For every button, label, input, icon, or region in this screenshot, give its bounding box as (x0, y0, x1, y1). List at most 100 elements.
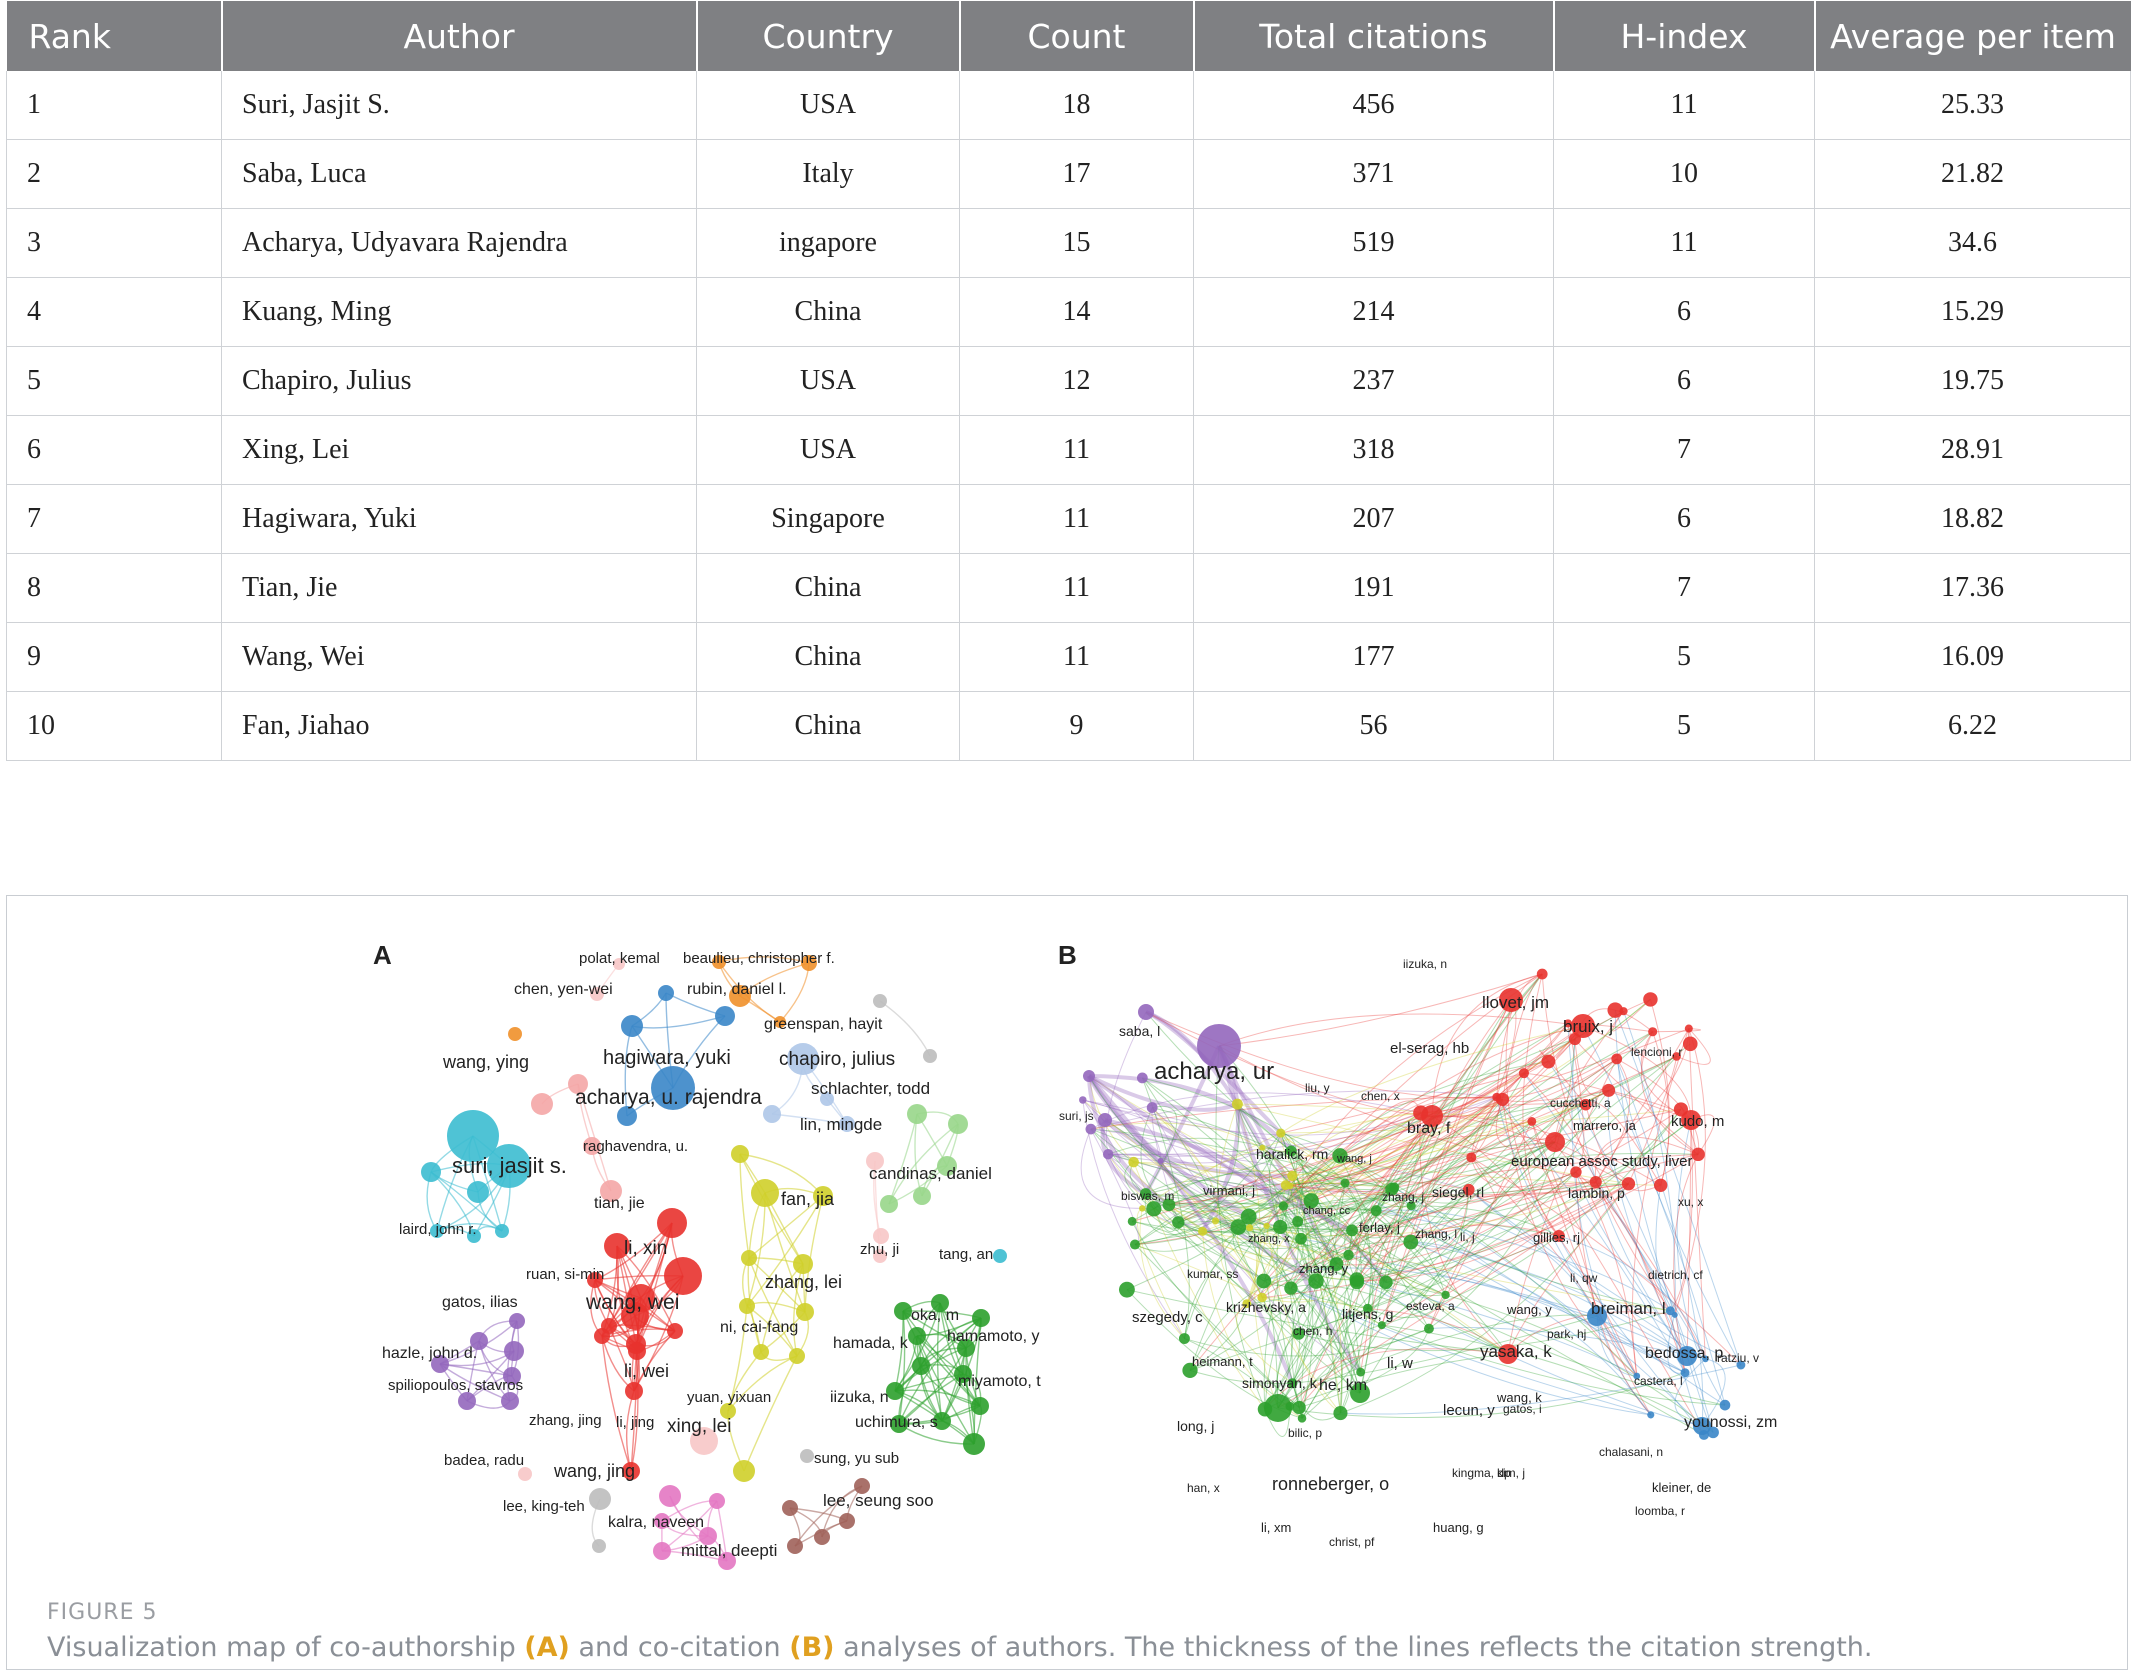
cell-average: 25.33 (1814, 71, 2131, 140)
network-b-link (1291, 1175, 1341, 1414)
network-a-label: chapiro, julius (779, 1049, 895, 1070)
cell-author: Acharya, Udyavara Rajendra (221, 208, 697, 278)
network-a-node (774, 1016, 786, 1028)
network-b-link (1108, 1137, 1346, 1184)
network-b-link (1290, 1284, 1509, 1355)
network-b-link (1348, 973, 1543, 1256)
network-a-label: li, xin (624, 1238, 667, 1259)
network-a-node (625, 1382, 643, 1400)
network-b-link (1315, 1280, 1447, 1319)
network-b-link (1290, 1287, 1651, 1416)
network-a-node (613, 958, 625, 970)
network-a-node (654, 1513, 670, 1529)
network-b-link (1344, 1097, 1503, 1184)
network-b-link (1676, 1028, 1711, 1065)
network-b-link (1280, 1133, 1353, 1231)
network-b-node (1570, 1166, 1582, 1178)
network-b-node (1297, 1414, 1307, 1423)
network-b-link (1420, 1103, 1586, 1114)
network-b-link (1215, 1045, 1266, 1410)
network-b-link (1431, 1058, 1618, 1117)
header-author: Author (221, 1, 698, 71)
network-b-link (1289, 1353, 1509, 1407)
network-b-label: gatos, i (1503, 1402, 1542, 1416)
network-b-link (1088, 1075, 1291, 1187)
network-b-link (1410, 1241, 1652, 1416)
network-b-link (1262, 1183, 1629, 1299)
network-b-node (1462, 1183, 1475, 1196)
network-b-link (1356, 1224, 1560, 1283)
network-a-label: hamada, k (833, 1335, 909, 1352)
network-b-link (1375, 1038, 1576, 1211)
network-b-link (1595, 1028, 1690, 1183)
network-b-link (1248, 1216, 1279, 1409)
network-b-link (1291, 1189, 1470, 1384)
network-b-link (1575, 1171, 1706, 1360)
network-a-label: chen, yen-wei (514, 981, 613, 998)
network-b-link (1160, 1160, 1361, 1373)
network-b-link (1558, 1235, 1705, 1436)
network-b-link (1297, 1205, 1560, 1237)
network-b-link (1385, 1109, 1682, 1283)
cell-rank: 6 (6, 415, 222, 485)
cell-country: ingapore (696, 208, 960, 278)
network-b-link (1160, 1160, 1284, 1207)
cell-country: China (696, 622, 960, 692)
network-b-node (1292, 1400, 1306, 1415)
network-b-link (1547, 1061, 1714, 1433)
network-b-link (1375, 1189, 1402, 1217)
network-b-link (1523, 1072, 1686, 1373)
network-a-label: laird, john r. (399, 1221, 477, 1238)
network-b-node (1621, 1177, 1636, 1191)
network-b-link (1594, 1136, 1699, 1183)
network-b-link (1266, 1225, 1341, 1414)
network-b-link (1385, 1156, 1472, 1283)
network-b-link (1277, 1183, 1629, 1409)
network-b-link (1339, 1155, 1638, 1377)
network-a-node (873, 1249, 887, 1263)
network-b-link (1104, 1119, 1361, 1394)
network-b-link (1348, 1254, 1726, 1406)
network-b-link (1090, 1092, 1421, 1130)
network-a-node (873, 994, 887, 1008)
network-b-link (1248, 1216, 1294, 1409)
network-b-link (1468, 1157, 1497, 1204)
cell-author: Saba, Luca (221, 139, 697, 209)
network-b-link (1410, 1072, 1525, 1207)
table-row: 2 Saba, Luca Italy 17 371 10 21.82 (6, 139, 2131, 209)
table-header-row: Rank Author Country Count Total citation… (6, 1, 2131, 71)
network-b-link (1376, 1141, 1556, 1212)
network-a-node (712, 955, 726, 969)
cell-average: 18.82 (1814, 484, 2131, 554)
network-b-node (1257, 1401, 1273, 1417)
network-a-link (898, 1317, 982, 1425)
network-b-link (1289, 1141, 1556, 1407)
header-country: Country (696, 1, 961, 71)
network-b-label: ronneberger, o (1272, 1474, 1389, 1494)
network-a-node (800, 1449, 814, 1463)
network-b-link (1673, 1154, 1699, 1373)
network-b-link (1215, 1099, 1503, 1222)
network-b-link (1674, 1028, 1706, 1316)
network-b-link (1391, 1104, 1586, 1190)
network-b-link (1236, 1103, 1312, 1202)
network-b-link (1145, 1179, 1353, 1231)
cell-average: 15.29 (1814, 277, 2131, 347)
network-b-link (1082, 1099, 1469, 1191)
network-b-label: long, j (1177, 1418, 1214, 1434)
network-b-link (1394, 1153, 1699, 1188)
network-b-link (1282, 1205, 1362, 1373)
network-b-node (1230, 1219, 1247, 1235)
network-b-node (1672, 1052, 1681, 1061)
network-b-link (1279, 1226, 1314, 1419)
network-b-link (1376, 1209, 1598, 1317)
network-b-link (1310, 1025, 1584, 1202)
network-a-label: raghavendra, u. (583, 1138, 688, 1155)
network-a-label: acharya, u. rajendra (575, 1086, 762, 1109)
network-b-node (1587, 1306, 1607, 1326)
network-b-node (1295, 1232, 1307, 1245)
network-b-link (1142, 1077, 1346, 1184)
network-b-link (1261, 1184, 1298, 1298)
network-b-link (1574, 1038, 1699, 1155)
network-b-link (1218, 973, 1543, 1047)
